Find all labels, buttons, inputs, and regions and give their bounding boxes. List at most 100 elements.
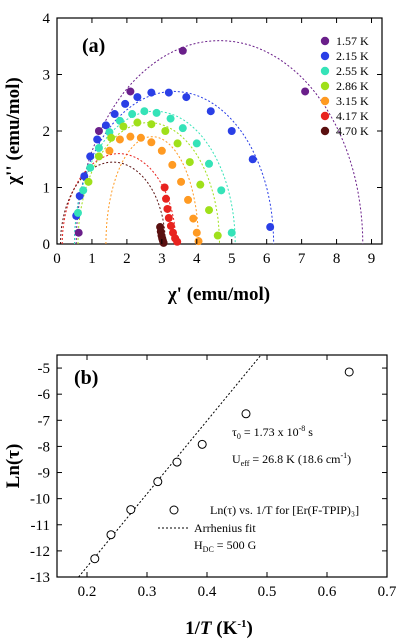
panel-b-x-tick-label: 0.6 xyxy=(318,584,337,600)
data-point xyxy=(147,88,156,97)
data-point xyxy=(182,93,191,102)
hdc-subscript: DC xyxy=(203,545,214,554)
panel-b-y-tick-label: -7 xyxy=(38,413,51,429)
ueff-annotation: Ueff = 26.8 K (18.6 cm-1) xyxy=(232,451,351,468)
data-point xyxy=(196,180,205,189)
panel-b-points xyxy=(90,367,354,564)
data-point xyxy=(205,159,214,168)
tau0-subscript: 0 xyxy=(237,432,241,441)
panel-a-y-tick-label: 2 xyxy=(43,124,51,140)
data-point xyxy=(101,121,110,130)
panel-a-x-axis-label: χ' (emu/mol) xyxy=(167,284,270,305)
data-point xyxy=(105,146,114,155)
panel-a-points xyxy=(72,46,310,247)
tau0-value: = 1.73 x 10 xyxy=(241,425,299,439)
panel-b-y-tick-label: -5 xyxy=(38,361,51,377)
data-point xyxy=(84,177,93,186)
panel-a-label: (a) xyxy=(82,35,105,57)
legend-label: 3.15 K xyxy=(336,94,369,108)
data-point xyxy=(106,530,116,540)
panel-a-x-tick-label: 0 xyxy=(53,251,61,267)
tau0-annotation: τ0 = 1.73 x 10-8 s xyxy=(232,424,313,441)
data-point xyxy=(192,228,201,237)
data-point xyxy=(121,99,130,108)
fit-curve-4-70-K xyxy=(60,161,166,245)
data-point xyxy=(110,110,119,119)
data-point xyxy=(213,231,222,240)
data-point xyxy=(344,367,354,377)
ueff-end: ) xyxy=(347,452,351,466)
legend-label: 2.55 K xyxy=(336,64,369,78)
data-point xyxy=(147,138,156,147)
panel-a-x-tick-label: 2 xyxy=(123,251,131,267)
legend-fit-label: Arrhenius fit xyxy=(194,521,256,535)
panel-a-x-tick-label: 8 xyxy=(333,251,341,267)
panel-a-x-tick-label: 5 xyxy=(228,251,236,267)
data-point xyxy=(86,152,95,161)
data-point xyxy=(164,88,173,97)
panel-a-legend: 1.57 K2.15 K2.55 K2.86 K3.15 K4.17 K4.70… xyxy=(320,34,369,138)
data-point xyxy=(147,120,156,129)
data-point xyxy=(140,107,149,116)
panel-b-ticks: 0.2 0.3 0.4 0.5 0.6 0.7-5-6-7-8-9-10-11-12-13 xyxy=(30,355,397,600)
data-point xyxy=(197,439,207,449)
panel-b-x-tick-label: 0.5 xyxy=(258,584,277,600)
x-label-italic: T xyxy=(200,618,213,639)
data-point xyxy=(163,204,172,213)
x-label-unit: (K xyxy=(212,618,238,639)
legend-marker xyxy=(320,51,330,61)
data-point xyxy=(86,163,95,172)
legend-open-circle-marker xyxy=(169,505,179,515)
hdc-symbol: H xyxy=(194,538,203,552)
panel-a-y-tick-label: 3 xyxy=(43,68,51,84)
panel-a-chart: 0 1 2 3 4 5 6 7 8 9 0 1 2 3 4 (a) 1.57 K2.15 K2.55 K2.… xyxy=(3,11,383,305)
legend-label: 1.57 K xyxy=(336,34,369,48)
data-point xyxy=(161,127,170,135)
ueff-symbol: U xyxy=(232,452,241,466)
legend-marker xyxy=(320,96,330,106)
legend-marker xyxy=(320,111,330,121)
legend-marker xyxy=(320,66,330,76)
panel-a-fit-curves xyxy=(60,40,364,245)
data-point xyxy=(80,172,89,181)
data-point xyxy=(173,237,182,246)
x-label-exponent: -1 xyxy=(237,618,246,630)
panel-b-y-tick-label: -11 xyxy=(31,518,50,534)
data-point xyxy=(194,237,203,246)
data-point xyxy=(157,146,166,155)
ueff-exponent: -1 xyxy=(341,451,348,460)
data-point xyxy=(133,118,142,127)
data-point xyxy=(205,206,214,215)
data-point xyxy=(206,107,215,116)
legend-label: 4.70 K xyxy=(336,124,369,138)
data-point xyxy=(301,87,310,96)
data-point xyxy=(128,110,137,119)
x-label-end: ) xyxy=(247,618,253,639)
data-point xyxy=(94,152,103,161)
panel-a-x-tick-label: 6 xyxy=(263,251,271,267)
data-point xyxy=(159,238,168,247)
data-point xyxy=(162,194,171,203)
data-point xyxy=(136,133,145,142)
data-point xyxy=(227,127,236,135)
data-point xyxy=(115,135,124,144)
panel-a-ticks: 0 1 2 3 4 5 6 7 8 9 0 1 2 3 4 xyxy=(43,11,382,267)
ueff-subscript: eff xyxy=(241,459,250,468)
data-point xyxy=(192,139,201,148)
tau0-exponent: -8 xyxy=(299,424,306,433)
panel-a-y-tick-label: 0 xyxy=(43,237,51,253)
legend-label: 4.17 K xyxy=(336,109,369,123)
panel-a-x-tick-label: 9 xyxy=(368,251,376,267)
data-point xyxy=(94,143,103,152)
legend-label: 2.86 K xyxy=(336,79,369,93)
legend-marker xyxy=(320,36,330,46)
data-point xyxy=(164,214,173,223)
panel-b-chart: 0.2 0.3 0.4 0.5 0.6 0.7-5-6-7-8-9-10-11-12-13… xyxy=(3,354,397,639)
panel-a-x-tick-label: 4 xyxy=(193,251,201,267)
hdc-value: = 500 G xyxy=(214,538,257,552)
data-point xyxy=(160,183,169,192)
data-point xyxy=(152,108,161,117)
data-point xyxy=(126,132,135,141)
data-point xyxy=(168,160,177,169)
data-point xyxy=(126,505,136,515)
